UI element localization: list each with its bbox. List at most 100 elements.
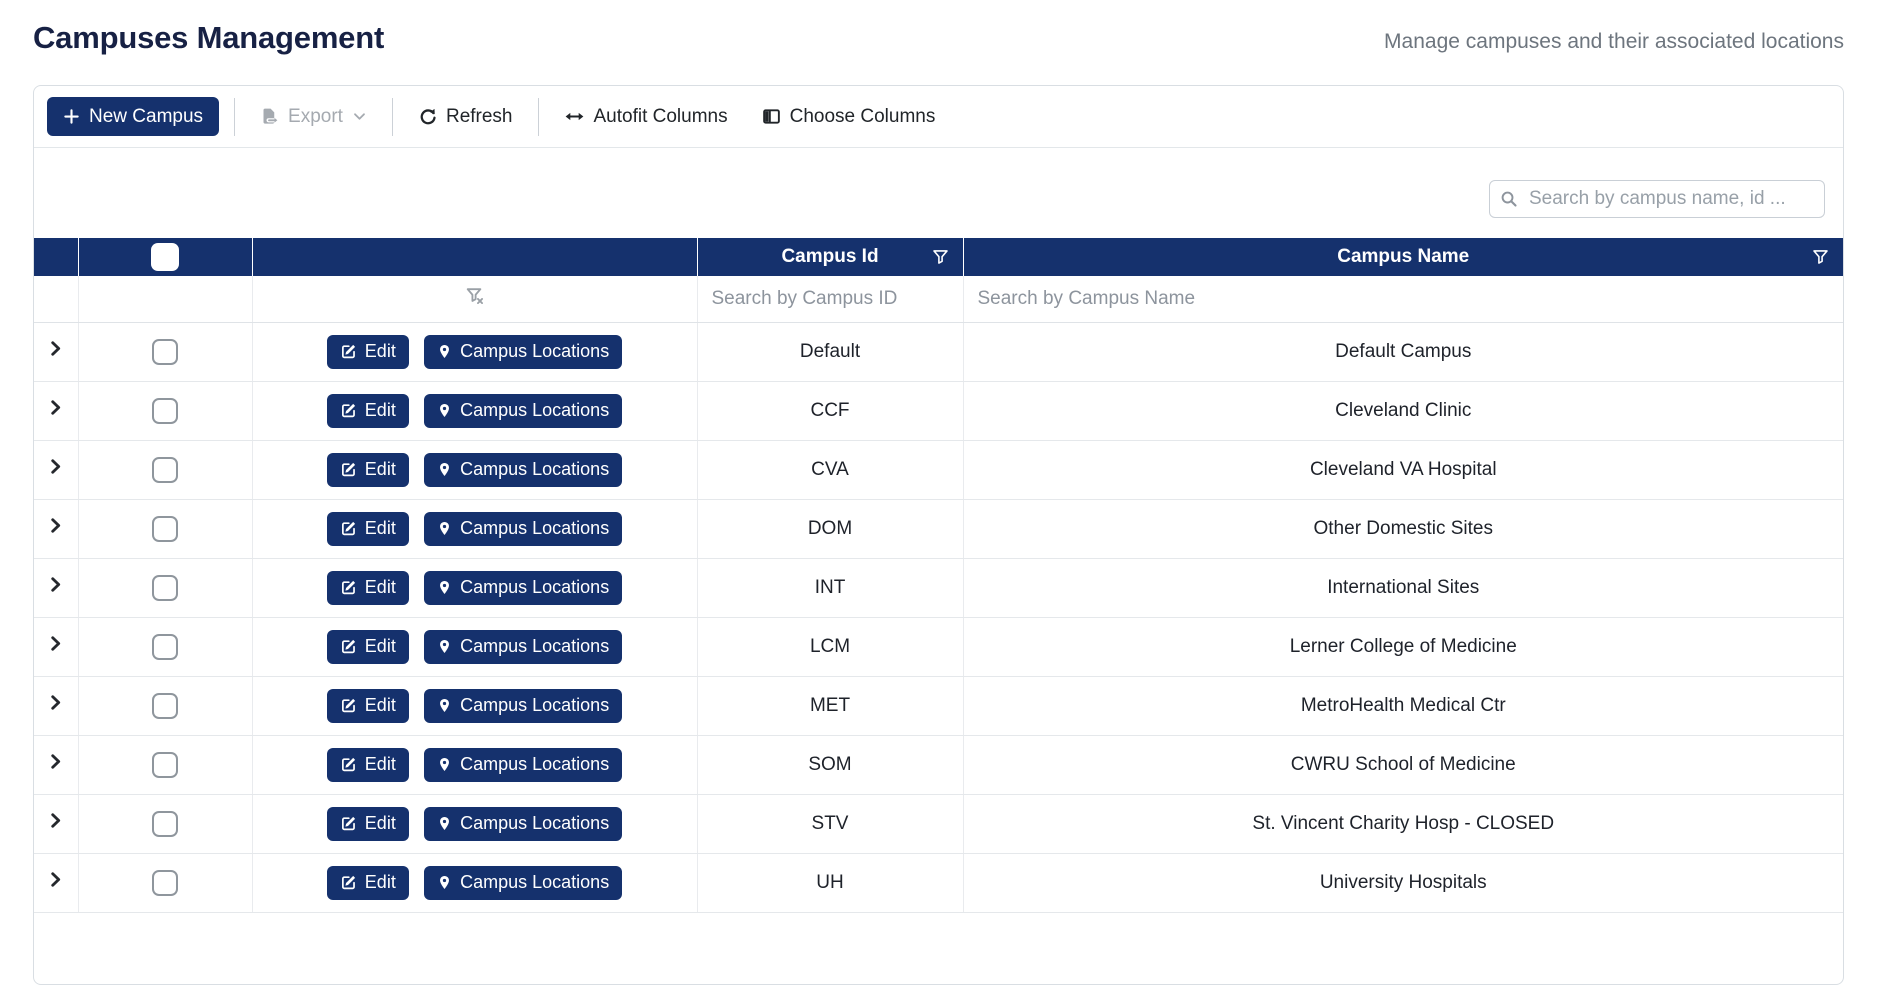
edit-button-label: Edit	[364, 754, 396, 774]
row-checkbox[interactable]	[152, 633, 178, 660]
toolbar-divider	[234, 97, 236, 136]
edit-button[interactable]: Edit	[326, 334, 409, 369]
expand-row-button[interactable]	[34, 794, 79, 854]
new-campus-button[interactable]: New Campus	[47, 97, 220, 136]
expand-row-button[interactable]	[34, 735, 79, 795]
row-checkbox[interactable]	[152, 456, 178, 483]
choose-columns-button[interactable]: Choose Columns	[752, 106, 946, 128]
campus-locations-button[interactable]: Campus Locations	[424, 747, 623, 782]
campus-locations-button[interactable]: Campus Locations	[424, 806, 623, 841]
actions-column-header	[252, 238, 698, 276]
edit-button[interactable]: Edit	[326, 393, 409, 428]
campus-name-text: University Hospitals	[1319, 871, 1487, 893]
checkbox-cell	[78, 735, 253, 795]
campus-locations-button-label: Campus Locations	[460, 341, 610, 361]
edit-button[interactable]: Edit	[326, 452, 409, 487]
edit-button-label: Edit	[364, 400, 396, 420]
edit-button[interactable]: Edit	[326, 511, 409, 546]
select-all-checkbox[interactable]	[151, 243, 179, 271]
new-campus-label: New Campus	[89, 105, 204, 127]
chevron-right-icon	[47, 576, 64, 593]
campus-id-cell: UH	[697, 853, 964, 913]
chevron-down-icon	[352, 109, 367, 124]
funnel-icon[interactable]	[1812, 249, 1829, 266]
edit-button[interactable]: Edit	[326, 865, 409, 900]
funnel-x-icon[interactable]	[464, 285, 486, 307]
campus-id-cell: LCM	[697, 617, 964, 677]
expand-row-button[interactable]	[34, 853, 79, 913]
campus-locations-button[interactable]: Campus Locations	[424, 629, 623, 664]
filter-campus-name-cell	[963, 276, 1843, 323]
expand-row-button[interactable]	[34, 381, 79, 441]
campus-locations-button[interactable]: Campus Locations	[424, 865, 623, 900]
campus-id-text: STV	[811, 812, 849, 834]
row-checkbox[interactable]	[152, 338, 178, 365]
arrows-horizontal-icon	[564, 109, 585, 124]
table-row: Edit Campus Locations CCF Cleveland Clin…	[34, 381, 1843, 441]
edit-button[interactable]: Edit	[326, 688, 409, 723]
expand-row-button[interactable]	[34, 558, 79, 618]
campus-name-text: Cleveland VA Hospital	[1309, 458, 1497, 480]
edit-button[interactable]: Edit	[326, 570, 409, 605]
edit-button-label: Edit	[364, 695, 396, 715]
pencil-square-icon	[340, 343, 357, 360]
expand-row-button[interactable]	[34, 676, 79, 736]
campus-id-filter-input[interactable]	[697, 276, 963, 322]
campus-id-text: LCM	[809, 635, 851, 657]
refresh-button[interactable]: Refresh	[408, 106, 523, 128]
campus-locations-button[interactable]: Campus Locations	[424, 688, 623, 723]
chevron-right-icon	[47, 399, 64, 416]
campus-name-cell: Cleveland Clinic	[963, 381, 1843, 441]
row-checkbox[interactable]	[152, 869, 178, 896]
row-checkbox[interactable]	[152, 515, 178, 542]
table-row: Edit Campus Locations INT International …	[34, 558, 1843, 618]
campus-name-filter-input[interactable]	[963, 276, 1843, 322]
row-checkbox[interactable]	[152, 810, 178, 837]
campus-locations-button[interactable]: Campus Locations	[424, 334, 623, 369]
campus-locations-button[interactable]: Campus Locations	[424, 452, 623, 487]
map-pin-icon	[437, 402, 452, 419]
map-pin-icon	[437, 520, 452, 537]
search-input[interactable]	[1527, 187, 1814, 211]
campus-id-header-label: Campus Id	[781, 246, 879, 267]
campus-id-column-header: Campus Id	[697, 238, 964, 276]
expand-row-button[interactable]	[34, 499, 79, 559]
row-checkbox[interactable]	[152, 692, 178, 719]
expand-row-button[interactable]	[34, 440, 79, 500]
campus-name-cell: Default Campus	[963, 322, 1843, 382]
row-checkbox[interactable]	[152, 574, 178, 601]
edit-button[interactable]: Edit	[326, 747, 409, 782]
filter-campus-id-cell	[697, 276, 964, 323]
row-checkbox[interactable]	[152, 397, 178, 424]
toolbar: New Campus Export	[34, 86, 1843, 148]
funnel-icon[interactable]	[932, 249, 949, 266]
search-row	[34, 148, 1843, 238]
pencil-square-icon	[340, 520, 357, 537]
expand-row-button[interactable]	[34, 322, 79, 382]
map-pin-icon	[437, 343, 452, 360]
row-checkbox[interactable]	[152, 751, 178, 778]
edit-button[interactable]: Edit	[326, 629, 409, 664]
chevron-right-icon	[47, 753, 64, 770]
campus-name-cell: Cleveland VA Hospital	[963, 440, 1843, 500]
edit-button-label: Edit	[364, 518, 396, 538]
campus-locations-button[interactable]: Campus Locations	[424, 570, 623, 605]
chevron-right-icon	[47, 458, 64, 475]
campus-locations-button[interactable]: Campus Locations	[424, 393, 623, 428]
actions-cell: Edit Campus Locations	[252, 853, 698, 913]
grid-card: New Campus Export	[33, 85, 1844, 985]
expand-row-button[interactable]	[34, 617, 79, 677]
page-header: Campuses Management Manage campuses and …	[33, 0, 1844, 56]
campus-name-text: Lerner College of Medicine	[1289, 635, 1517, 657]
campus-name-cell: Other Domestic Sites	[963, 499, 1843, 559]
campus-locations-button[interactable]: Campus Locations	[424, 511, 623, 546]
autofit-columns-button[interactable]: Autofit Columns	[554, 106, 738, 128]
table-row: Edit Campus Locations CVA Cleveland VA H…	[34, 440, 1843, 500]
table-row: Edit Campus Locations UH University Hosp…	[34, 853, 1843, 913]
campus-locations-button-label: Campus Locations	[460, 636, 610, 656]
export-button[interactable]: Export	[250, 106, 377, 128]
edit-button[interactable]: Edit	[326, 806, 409, 841]
campus-id-cell: STV	[697, 794, 964, 854]
campuses-table: Campus Id Campus Name	[34, 238, 1843, 913]
